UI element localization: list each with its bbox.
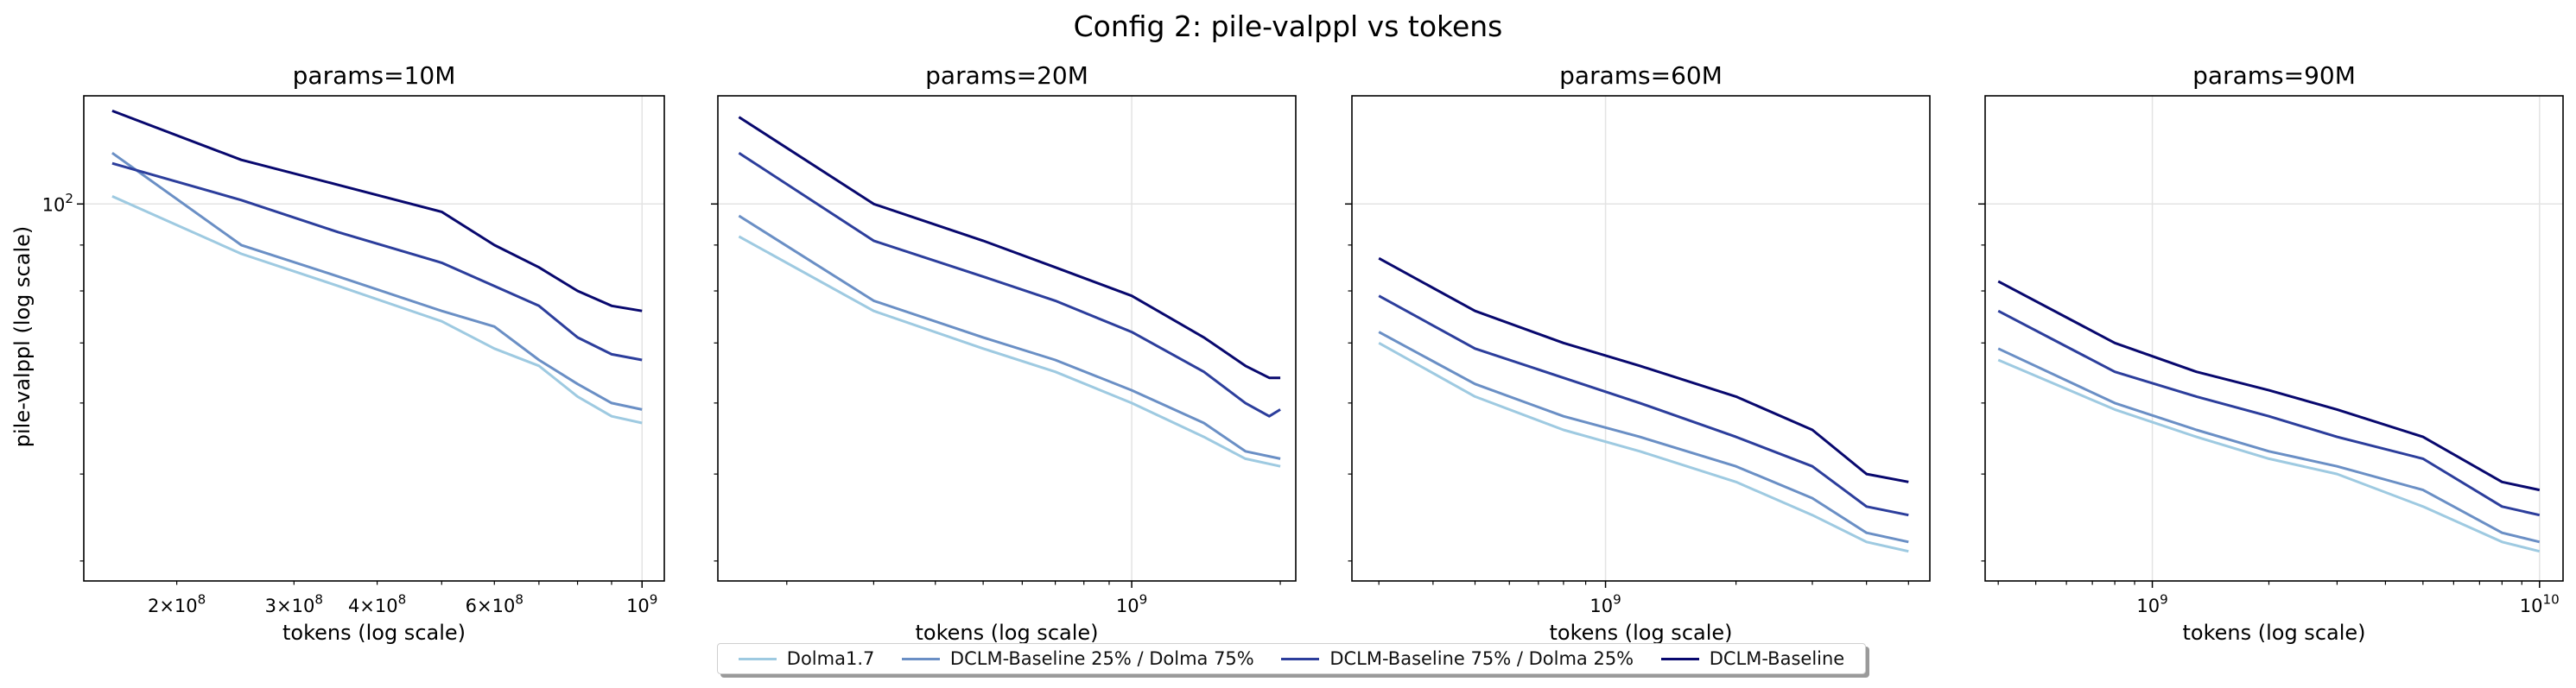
subplot-title: params=60M: [1559, 61, 1723, 90]
x-axis-label: tokens (log scale): [2182, 621, 2365, 645]
series-line-3: [1378, 294, 1909, 517]
subplots: 109 2×108 3×108 4×108 6×108 102 params=10M toke…: [42, 61, 2564, 645]
subplot-title: params=90M: [2192, 61, 2356, 90]
legend-swatch: [738, 657, 777, 660]
x-tick-label: 109: [626, 592, 657, 616]
x-tick-label: 6×108: [466, 592, 523, 616]
x-axis-label: tokens (log scale): [1549, 621, 1732, 645]
series-line-1: [1997, 358, 2541, 553]
series-line-4: [1997, 280, 2541, 492]
legend-label: DCLM-Baseline 75% / Dolma 25%: [1329, 648, 1634, 669]
legend-swatch: [1660, 657, 1699, 660]
series-line-4: [738, 116, 1281, 380]
series-line-2: [1378, 331, 1909, 544]
axes-frame: [1984, 95, 2564, 582]
subplot-4: 109 1010 params=90M tokens (log scale): [1978, 61, 2564, 645]
x-tick-label: 4×108: [348, 592, 406, 616]
series-line-1: [738, 235, 1281, 468]
legend-item: DCLM-Baseline 75% / Dolma 25%: [1281, 648, 1634, 669]
legend-item: DCLM-Baseline: [1660, 648, 1845, 669]
axes-frame: [1351, 95, 1931, 582]
subplot-2: 109 params=20M tokens (log scale): [711, 61, 1297, 645]
x-axis-label: tokens (log scale): [282, 621, 466, 645]
subplot-1: 109 2×108 3×108 4×108 6×108 102 params=10M toke…: [42, 61, 665, 645]
legend-swatch: [901, 657, 940, 660]
legend: Dolma1.7 DCLM-Baseline 25% / Dolma 75% DCL…: [717, 643, 1866, 674]
x-tick-label: 1010: [2520, 592, 2560, 616]
series-line-3: [111, 161, 643, 362]
x-tick-label: 109: [2136, 592, 2167, 616]
x-axis-label: tokens (log scale): [915, 621, 1098, 645]
series-line-2: [1997, 347, 2541, 544]
series-line-4: [111, 109, 643, 312]
subplot-title: params=10M: [293, 61, 456, 90]
legend-label: Dolma1.7: [786, 648, 875, 669]
x-tick-label: 3×108: [265, 592, 323, 616]
legend-label: DCLM-Baseline 25% / Dolma 75%: [949, 648, 1254, 669]
series-line-2: [738, 214, 1281, 460]
subplot-3: 109 params=60M tokens (log scale): [1345, 61, 1931, 645]
series-line-3: [1997, 309, 2541, 517]
y-tick-label: 102: [42, 191, 73, 215]
legend-item: Dolma1.7: [738, 648, 875, 669]
axes-frame: [83, 95, 665, 582]
y-axis-label: pile-valppl (log scale): [10, 226, 35, 447]
x-tick-label: 109: [1116, 592, 1147, 616]
legend-swatch: [1281, 657, 1320, 660]
legend-label: DCLM-Baseline: [1709, 648, 1845, 669]
legend-item: DCLM-Baseline 25% / Dolma 75%: [901, 648, 1254, 669]
x-tick-label: 109: [1589, 592, 1621, 616]
series-line-4: [1378, 256, 1909, 483]
series-line-3: [738, 151, 1281, 418]
axes-frame: [717, 95, 1297, 582]
figure-title: Config 2: pile-valppl vs tokens: [1074, 9, 1503, 43]
series-line-1: [1378, 341, 1909, 553]
subplot-title: params=20M: [925, 61, 1088, 90]
series-line-1: [111, 195, 643, 425]
x-tick-label: 2×108: [148, 592, 206, 616]
series-line-2: [111, 151, 643, 411]
